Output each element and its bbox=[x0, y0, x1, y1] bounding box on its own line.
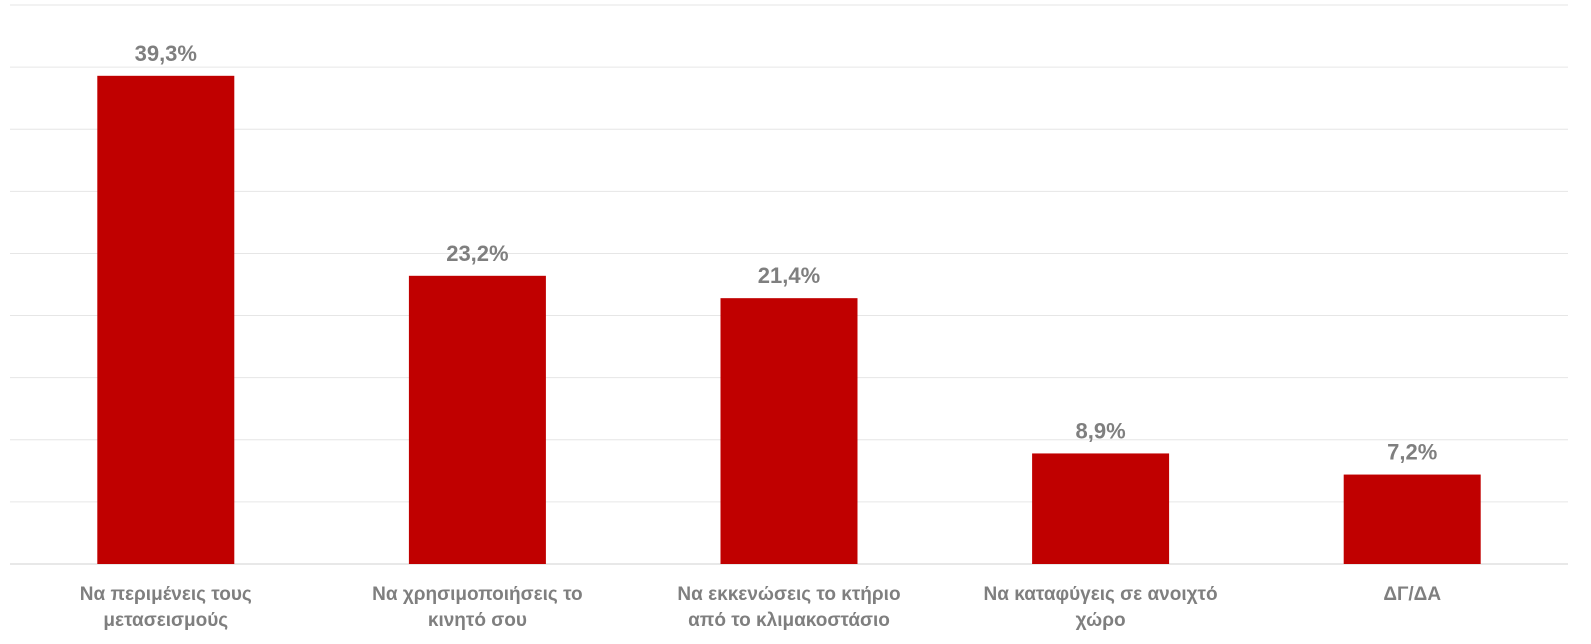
category-label-line: χώρο bbox=[1076, 610, 1126, 631]
category-label: Να καταφύγεις σε ανοιχτό χώρο bbox=[984, 584, 1218, 631]
data-label: 39,3% bbox=[135, 41, 197, 66]
category-label: Να χρησιμοποιήσεις το κινητό σου bbox=[372, 584, 582, 631]
data-label: 23,2% bbox=[446, 241, 508, 266]
category-label-line: μετασεισμούς bbox=[103, 610, 228, 631]
category-label-line: Να εκκενώσεις το κτήριο bbox=[677, 584, 900, 605]
category-label: ΔΓ/ΔΑ bbox=[1383, 584, 1441, 605]
category-label-line: κινητό σου bbox=[428, 610, 527, 631]
category-label-line: Να χρησιμοποιήσεις το bbox=[372, 584, 582, 605]
bars bbox=[97, 75, 1481, 564]
bar bbox=[1032, 453, 1170, 564]
bar bbox=[408, 275, 546, 564]
bar bbox=[1343, 474, 1481, 564]
category-label-line: από το κλιμακοστάσιο bbox=[688, 610, 890, 631]
category-label-line: ΔΓ/ΔΑ bbox=[1383, 584, 1441, 605]
category-label-line: Να περιμένεις τους bbox=[80, 584, 252, 605]
category-label-line: Να καταφύγεις σε ανοιχτό bbox=[984, 584, 1218, 605]
data-label: 7,2% bbox=[1387, 440, 1437, 465]
data-label: 8,9% bbox=[1076, 418, 1126, 443]
category-label: Να εκκενώσεις το κτήριο από το κλιμακοστά… bbox=[677, 584, 900, 631]
data-labels: 39,3% 23,2% 21,4% 8,9% 7,2% bbox=[135, 41, 1438, 465]
data-label: 21,4% bbox=[758, 263, 820, 288]
category-label: Να περιμένεις τους μετασεισμούς bbox=[80, 584, 252, 631]
gridlines bbox=[10, 4, 1568, 565]
bar bbox=[720, 298, 858, 564]
bar bbox=[97, 75, 235, 564]
category-labels: Να περιμένεις τους μετασεισμούς Να χρησιμο… bbox=[80, 584, 1442, 631]
